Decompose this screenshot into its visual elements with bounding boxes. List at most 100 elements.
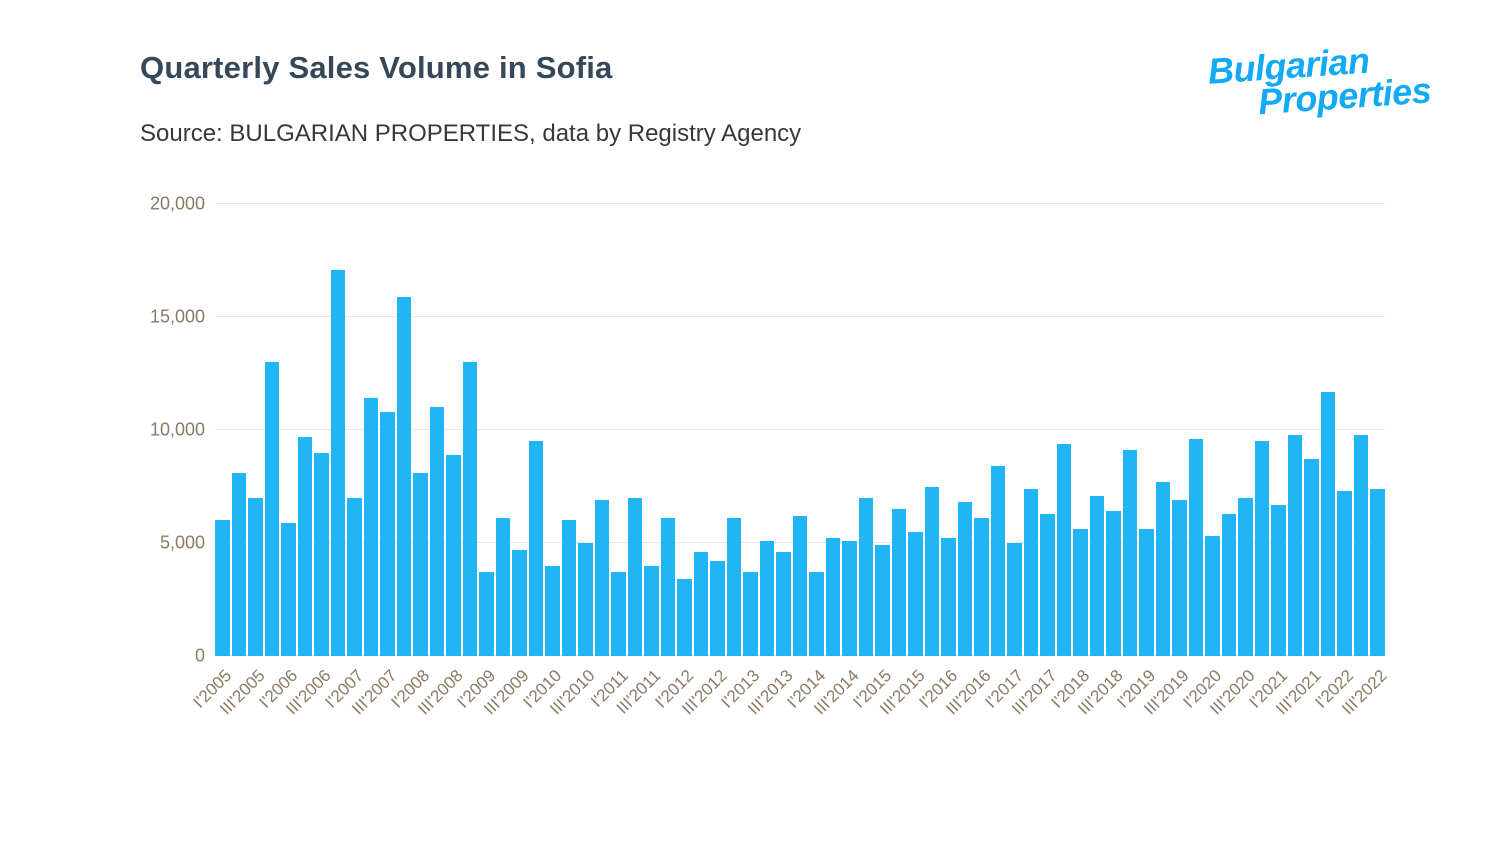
bar — [1337, 491, 1352, 656]
bar — [1353, 434, 1368, 656]
bar — [792, 515, 807, 656]
bar — [776, 552, 791, 656]
bar — [1221, 513, 1236, 656]
bar — [1139, 529, 1154, 656]
bar — [512, 549, 527, 656]
bar — [1271, 504, 1286, 656]
x-slot: III'2015 — [876, 656, 928, 806]
x-slot: I'2012 — [652, 656, 698, 806]
y-axis-tick-label: 5,000 — [159, 532, 205, 553]
gridline — [215, 316, 1385, 317]
bar — [759, 540, 774, 656]
x-slot: III'2011 — [613, 656, 665, 806]
bar — [1304, 459, 1319, 656]
plot-area — [215, 203, 1385, 656]
bar — [908, 531, 923, 656]
x-slot: III'2014 — [810, 656, 862, 806]
bar — [347, 497, 362, 656]
bar — [875, 545, 890, 656]
x-slot: III'2017 — [1008, 656, 1060, 806]
bar — [330, 269, 345, 656]
gridline — [215, 203, 1385, 204]
x-slot: I'2011 — [587, 656, 632, 806]
x-slot: I'2006 — [256, 656, 302, 806]
bar — [660, 518, 675, 656]
x-slot: I'2016 — [916, 656, 962, 806]
bar — [264, 362, 279, 656]
x-slot: I'2005 — [190, 656, 236, 806]
x-slot: III'2012 — [678, 656, 730, 806]
logo-line2: Properties — [1256, 69, 1433, 122]
bar — [743, 572, 758, 656]
bar — [726, 518, 741, 656]
bars — [215, 204, 1385, 656]
bar — [693, 552, 708, 656]
gridline — [215, 429, 1385, 430]
x-slot: III'2018 — [1074, 656, 1126, 806]
bar — [429, 407, 444, 656]
bar — [809, 572, 824, 656]
bar — [710, 561, 725, 656]
bar — [462, 362, 477, 656]
bar — [1056, 443, 1071, 656]
bar — [1023, 488, 1038, 656]
x-slot: III'2005 — [216, 656, 268, 806]
x-slot: I'2009 — [454, 656, 500, 806]
x-slot: I'2007 — [322, 656, 368, 806]
bar — [677, 579, 692, 656]
y-axis-tick-label: 20,000 — [149, 193, 205, 214]
x-slot: I'2015 — [850, 656, 896, 806]
bar — [363, 398, 378, 656]
bar — [941, 538, 956, 656]
x-slot: I'2013 — [718, 656, 764, 806]
bar — [990, 466, 1005, 656]
bar — [858, 497, 873, 656]
bar — [248, 497, 263, 656]
bar — [842, 540, 857, 656]
bar — [1238, 497, 1253, 656]
bar-chart: 0 5,000 10,000 15,000 20,000 I'2005 III'2005 I… — [0, 194, 1500, 814]
bar — [297, 436, 312, 656]
x-slot: I'2020 — [1180, 656, 1226, 806]
x-slot: I'2019 — [1114, 656, 1160, 806]
bar — [924, 486, 939, 656]
bar — [380, 411, 395, 656]
bar — [528, 441, 543, 656]
x-slot: III'2019 — [1140, 656, 1192, 806]
logo: Bulgarian Properties — [1207, 38, 1433, 124]
bar — [1370, 488, 1385, 656]
bar — [1172, 500, 1187, 656]
bar — [1205, 536, 1220, 656]
bar — [231, 472, 246, 656]
x-slot: III'2009 — [480, 656, 532, 806]
y-axis-labels: 0 5,000 10,000 15,000 20,000 — [80, 194, 205, 666]
bar — [1040, 513, 1055, 656]
page-title: Quarterly Sales Volume in Sofia — [140, 50, 613, 85]
x-slot: I'2022 — [1312, 656, 1358, 806]
bar — [627, 497, 642, 656]
bar — [1089, 495, 1104, 656]
bar — [1188, 439, 1203, 656]
bar — [545, 565, 560, 656]
header: Quarterly Sales Volume in Sofia Bulgaria… — [0, 0, 1500, 148]
bar — [1007, 543, 1022, 656]
bar — [578, 543, 593, 656]
bar — [1320, 391, 1335, 656]
bar — [495, 518, 510, 656]
x-slot: III'2021 — [1272, 656, 1324, 806]
y-axis-tick-label: 0 — [194, 645, 205, 666]
x-slot: III'2007 — [348, 656, 400, 806]
x-slot: I'2014 — [784, 656, 830, 806]
x-slot: III'2022 — [1338, 656, 1390, 806]
bar — [1073, 529, 1088, 656]
bar — [314, 452, 329, 656]
x-slot: I'2008 — [388, 656, 434, 806]
bar — [446, 454, 461, 656]
bar — [479, 572, 494, 656]
bar — [281, 522, 296, 656]
bar — [1287, 434, 1302, 656]
bar — [974, 518, 989, 656]
chart-source: Source: BULGARIAN PROPERTIES, data by Re… — [140, 120, 802, 147]
x-axis-labels: I'2005 III'2005 I'2006 III'2006 I'2007 III'20… — [190, 656, 1391, 806]
y-axis-tick-label: 15,000 — [149, 306, 205, 327]
